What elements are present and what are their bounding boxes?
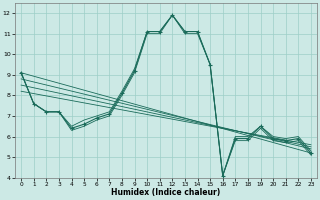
- X-axis label: Humidex (Indice chaleur): Humidex (Indice chaleur): [111, 188, 221, 197]
